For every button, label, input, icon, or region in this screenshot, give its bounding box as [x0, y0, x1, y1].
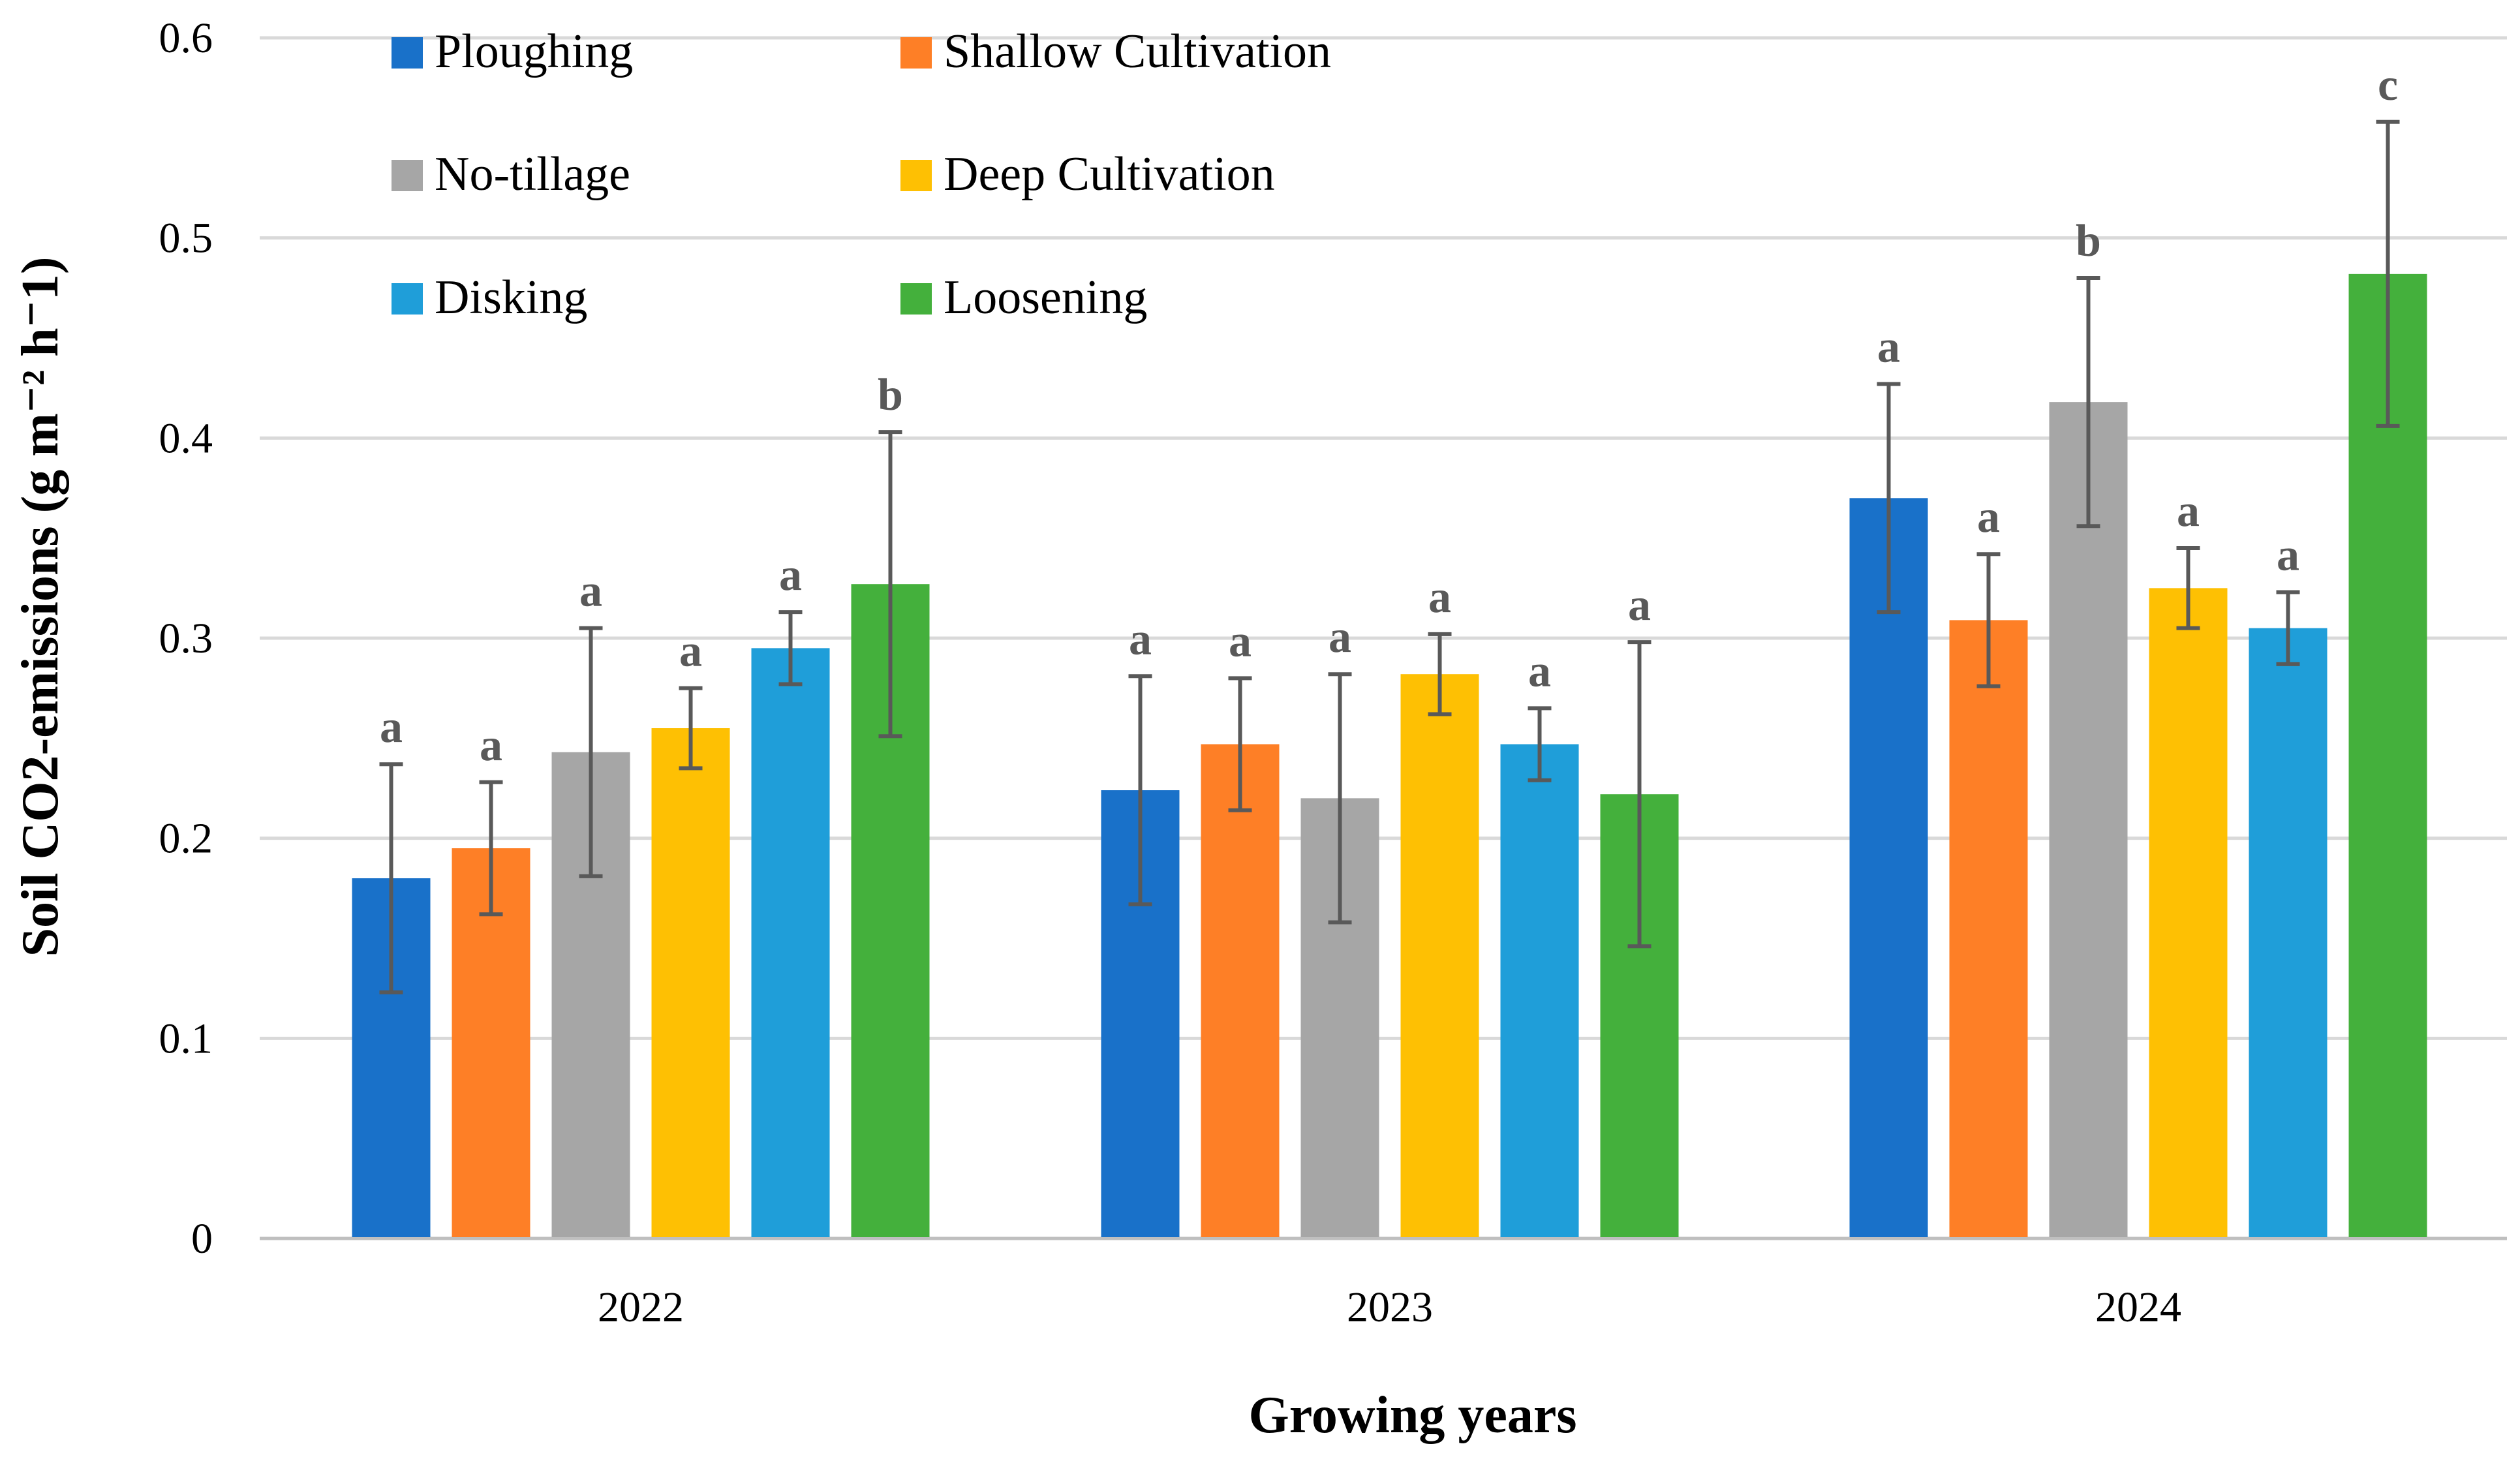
x-tick-labels: 2022 2023 2024	[598, 1283, 2181, 1331]
bar-deep-cultivation-2024	[2149, 588, 2228, 1237]
bar-deep-cultivation-2023	[1400, 674, 1479, 1237]
significance-letter: c	[2378, 60, 2398, 110]
legend-swatch	[392, 283, 423, 315]
bar-shallow-cultivation-2024	[1949, 620, 2028, 1237]
significance-letter: a	[2177, 486, 2200, 536]
significance-letters: a a a a a b a a a a a a a a b a a c	[380, 60, 2398, 771]
y-tick-label: 0.3	[159, 615, 213, 662]
significance-letter: a	[480, 720, 502, 771]
y-tick-label: 0.2	[159, 815, 213, 863]
error-bars	[379, 119, 2400, 994]
legend-label: Ploughing	[435, 25, 633, 78]
x-tick-label: 2022	[598, 1283, 684, 1331]
bar-ploughing-2024	[1849, 498, 1928, 1238]
bar-no-tillage-2024	[2049, 402, 2128, 1238]
bar-disking-2024	[2249, 628, 2328, 1237]
significance-letter: a	[1329, 612, 1351, 662]
x-tick-label: 2024	[2095, 1283, 2181, 1331]
bar-disking-2023	[1500, 744, 1579, 1237]
legend-label: Loosening	[944, 271, 1147, 324]
significance-letter: a	[1129, 614, 1152, 664]
significance-letter: a	[579, 566, 602, 617]
significance-letter: a	[1229, 616, 1252, 666]
y-tick-label: 0	[191, 1215, 213, 1263]
legend-swatch	[900, 160, 932, 191]
legend-swatch	[900, 37, 932, 69]
bar-loosening-2024	[2348, 273, 2427, 1237]
significance-letter: a	[1628, 580, 1651, 630]
y-tick-label: 0.5	[159, 215, 213, 262]
significance-letter: a	[2277, 530, 2299, 580]
y-tick-label: 0.4	[159, 414, 213, 462]
bar-deep-cultivation-2022	[651, 728, 730, 1237]
significance-letter: b	[878, 370, 903, 420]
bar-shallow-cultivation-2023	[1201, 744, 1280, 1237]
bar-disking-2022	[751, 648, 830, 1237]
significance-letter: a	[1977, 492, 2000, 542]
x-tick-label: 2023	[1347, 1283, 1433, 1331]
significance-letter: a	[1428, 572, 1451, 622]
legend-label: Deep Cultivation	[944, 147, 1275, 201]
significance-letter: a	[1528, 646, 1551, 696]
y-tick-labels: 0 0.1 0.2 0.3 0.4 0.5 0.6	[159, 14, 213, 1263]
bars	[352, 273, 2427, 1238]
legend-label: Shallow Cultivation	[944, 25, 1331, 78]
legend-swatch	[392, 37, 423, 69]
legend-swatch	[392, 160, 423, 191]
significance-letter: a	[380, 702, 403, 752]
y-tick-label: 0.1	[159, 1015, 213, 1062]
grid-lines	[260, 36, 2507, 1240]
legend-label: Disking	[435, 271, 587, 324]
legend: Ploughing Shallow Cultivation No-tillage De…	[392, 25, 1331, 324]
legend-label: No-tillage	[435, 147, 630, 201]
legend-swatch	[900, 283, 932, 315]
x-axis-title: Growing years	[1249, 1387, 1577, 1444]
significance-letter: a	[679, 626, 702, 677]
y-axis-title: Soil CO2-emissions (g m⁻² h⁻1)	[12, 257, 69, 957]
significance-letter: a	[779, 550, 802, 600]
y-tick-label: 0.6	[159, 14, 213, 62]
significance-letter: b	[2076, 216, 2101, 266]
significance-letter: a	[1877, 322, 1900, 373]
